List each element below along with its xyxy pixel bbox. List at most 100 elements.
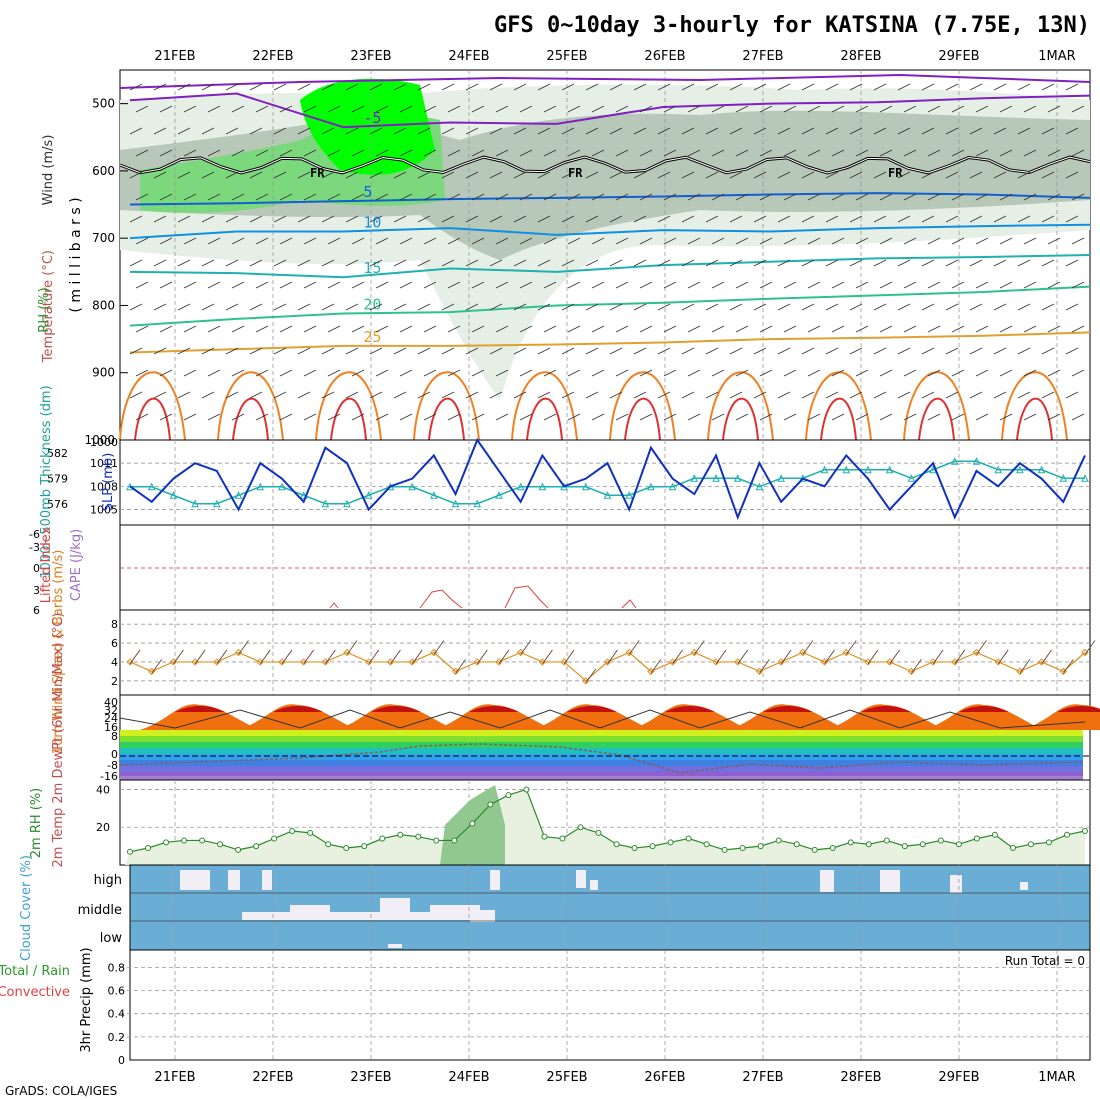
wind-barb [777,303,791,311]
wind-point [885,658,894,666]
temp-hump [140,704,260,730]
wind-barb [921,83,935,91]
wind-point [516,648,525,657]
wind-barb [447,193,461,201]
wind-barb [177,171,191,179]
wind-barb [375,193,389,201]
wind-barb [681,259,695,267]
wind-barb [951,281,965,289]
wind-barb [399,193,413,201]
wind-barb [567,237,581,245]
temp-contour [315,371,382,441]
wind-barb [921,127,935,135]
wind-barb [633,127,647,135]
wind-barb [542,649,553,665]
tick-label: 700 [92,231,115,245]
wind-barb [543,281,557,289]
wind-barb [873,171,887,179]
rh-point [631,845,638,851]
wind-barb [423,237,437,245]
thickness-point [885,465,894,474]
temp-contour [820,397,857,441]
wind-barb [225,171,239,179]
wind-barb [273,215,287,223]
wind-barb [567,193,581,201]
wind-barb [1047,237,1061,245]
wind10-panel: 8 6 4 2 10m Wind Speed & Barbs (m/s) [51,550,1096,754]
wind-barb [393,215,407,223]
temp-contour [805,371,872,441]
bottom-date-label: 26FEB [644,1070,685,1085]
wind-barb [1041,127,1055,135]
wind-barb [639,193,653,201]
rh2m-series [129,788,1086,853]
wind-barb [519,105,533,113]
wind-barb [489,215,503,223]
wind-barb [423,149,437,157]
wind-barb [135,193,149,201]
wind-barb [672,649,683,665]
wind-point [147,667,156,676]
wind-barb [783,193,797,201]
wind-barb [705,259,719,267]
wind-barb [657,259,671,267]
wind-barb [615,237,629,245]
wind-barb [279,149,293,157]
temp-contour [119,371,186,441]
wind-barb [705,347,719,355]
wind-barb [231,369,245,377]
wind-barb [657,171,671,179]
wind-barb [1047,105,1061,113]
wind-barb [369,127,383,135]
wind-barb [1084,640,1096,655]
cloud-gap [880,870,900,892]
wind-barb [249,171,263,179]
wind-barb [1023,281,1037,289]
wind-barb [903,237,917,245]
rh-point [343,845,350,851]
wind-barb [693,640,705,655]
wind-barb [321,127,335,135]
wind-barb [303,281,317,289]
wind-barb [1041,391,1055,399]
rh-point [397,831,404,838]
wind-barb [327,193,341,201]
wind-barb [369,347,383,355]
temp-contour [918,397,955,441]
thickness-point [234,491,243,499]
wind-barb [825,83,839,91]
wind-barb [993,215,1007,223]
wind-barb [831,369,845,377]
wind-barb [1023,149,1037,157]
wind-barb [993,83,1007,91]
temp-contour [413,371,480,441]
wind-barb [729,83,743,91]
wind-barb [591,105,605,113]
wind-barb [825,215,839,223]
temp-peak [469,706,519,712]
wind-barb [441,391,455,399]
wind-barb [609,391,623,399]
wind-point [625,648,633,657]
wind-barb [537,347,551,355]
wind-barb [687,105,701,113]
wind-barb [177,127,191,135]
bottom-date-label: 24FEB [448,1070,489,1085]
wind-point [1059,667,1068,676]
wind-barb [543,193,557,201]
wind-barb [1071,281,1085,289]
top-date-label: 22FEB [252,49,293,64]
wind-barb [831,413,845,421]
wind-barb [807,413,821,421]
wind-barb [975,281,989,289]
wind-barb [889,649,901,665]
wind-barb [159,237,173,245]
wind-barb [159,325,173,333]
wind-barb [927,369,941,377]
wind-barb [657,347,671,355]
wind-barb [177,259,191,267]
wind-barb [681,83,695,91]
wind-barb [159,281,173,289]
upper-unit-label: ( m i l l i b a r s ) [68,197,84,312]
wind-barb [327,413,341,421]
